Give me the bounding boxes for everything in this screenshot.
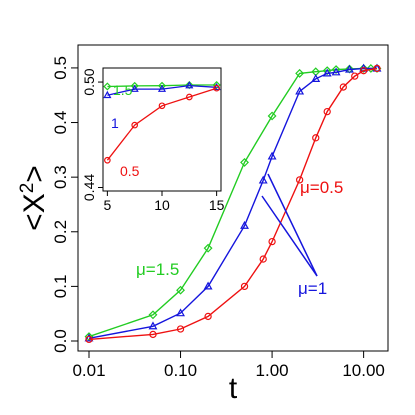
inset-series-line-1 xyxy=(107,84,217,96)
point-1-8 xyxy=(311,74,321,82)
y-tick-label-5: 0.5 xyxy=(51,56,70,80)
x-tick-label-3: 10.00 xyxy=(342,361,385,380)
inset-point-1-2 xyxy=(157,84,167,92)
inset-point-0-5-2 xyxy=(158,102,166,110)
inset-series xyxy=(103,80,221,164)
point-1-9 xyxy=(322,68,332,77)
point-1-5 xyxy=(258,175,268,184)
point-0-5-10 xyxy=(339,83,347,91)
inset-x-tick-label-2: 15 xyxy=(209,197,225,213)
main-series xyxy=(84,63,382,344)
pointer-line-mu1-a xyxy=(267,173,318,277)
point-1-2 xyxy=(176,308,185,317)
inset-label-05: 0.5 xyxy=(120,163,140,179)
series-label-mu1: μ=1 xyxy=(298,279,327,298)
point-1-4 xyxy=(240,220,249,229)
y-axis-title-base: <X xyxy=(18,193,51,231)
inset-point-1-5-4 xyxy=(212,80,221,90)
point-1-5-8 xyxy=(322,66,332,76)
inset-point-1-5-0 xyxy=(103,82,112,91)
x-tick-label-2: 1.00 xyxy=(256,361,289,380)
point-0-5-6 xyxy=(268,237,276,246)
inset-point-0-5-4 xyxy=(213,84,220,92)
point-0-5-8 xyxy=(312,134,320,142)
inset-point-1-3 xyxy=(185,81,194,89)
inset-label-1: 1 xyxy=(111,115,119,131)
inset-point-0-5-1 xyxy=(131,121,139,129)
point-1-5-1 xyxy=(148,310,158,320)
point-0-5-0 xyxy=(85,335,93,344)
point-1-5-11 xyxy=(359,64,369,73)
inset-point-0-5-0 xyxy=(104,156,111,164)
inset-point-1-4 xyxy=(212,82,221,91)
inset-label-15: 1.5 xyxy=(113,82,133,98)
series-label-mu15: μ=1.5 xyxy=(136,260,179,279)
inset-point-0-5-3 xyxy=(185,93,193,101)
point-0-5-12 xyxy=(359,66,368,75)
point-0-5-7 xyxy=(295,176,304,184)
y-tick-label-0: 0.0 xyxy=(51,329,70,353)
inset-point-1-1 xyxy=(130,84,139,92)
point-1-5-4 xyxy=(240,157,249,167)
inset-x-tick-label-0: 5 xyxy=(103,197,111,213)
y-tick-label-3: 0.3 xyxy=(51,165,70,189)
pointer-line-mu1-b xyxy=(261,195,318,277)
main-plot-frame xyxy=(77,44,389,352)
inset-axes: 5 10 15 0.44 0.50 xyxy=(81,68,225,213)
main-axes: 0.01 0.10 1.00 10.00 0.0 0.1 0.2 0.3 0.4 0.5 xyxy=(51,56,385,380)
point-0-5-3 xyxy=(204,312,212,321)
y-tick-label-1: 0.1 xyxy=(51,275,70,299)
series-label-mu05: μ=0.5 xyxy=(300,178,343,197)
point-0-5-4 xyxy=(240,282,249,291)
point-1-5-5 xyxy=(267,111,277,121)
point-0-5-2 xyxy=(176,325,185,333)
point-1-11 xyxy=(345,64,354,73)
y-axis-title: <X2> xyxy=(17,165,51,231)
point-1-7 xyxy=(295,86,305,95)
point-1-5-12 xyxy=(366,64,376,73)
point-1-5-6 xyxy=(295,68,305,78)
inset-series-line-0-5 xyxy=(106,87,217,161)
y-tick-label-4: 0.4 xyxy=(51,111,70,135)
point-0-5-13 xyxy=(373,64,381,73)
point-1-6 xyxy=(267,151,277,160)
inset-x-tick-label-1: 10 xyxy=(154,197,170,213)
point-1-3 xyxy=(203,281,213,290)
point-0-5-5 xyxy=(259,255,267,263)
x-tick-label-1: 0.10 xyxy=(164,361,197,380)
y-axis-title-exponent: 2 xyxy=(17,183,38,194)
point-0-5-1 xyxy=(149,330,157,339)
point-0-5-9 xyxy=(323,107,331,116)
y-axis-title-close: > xyxy=(18,165,51,183)
x-tick-label-0: 0.01 xyxy=(72,361,105,380)
point-1-0 xyxy=(84,333,94,342)
point-1-1 xyxy=(148,321,158,330)
inset-point-1-0 xyxy=(103,90,112,99)
point-0-5-11 xyxy=(351,72,359,80)
point-1-10 xyxy=(331,67,341,76)
inset-y-tick-label-1: 0.50 xyxy=(81,68,97,95)
inset-y-tick-label-0: 0.44 xyxy=(81,174,97,201)
point-1-5-2 xyxy=(176,285,185,295)
x-axis-title: t xyxy=(229,372,238,405)
y-tick-label-2: 0.2 xyxy=(51,220,70,244)
point-1-5-9 xyxy=(331,65,341,75)
point-1-5-3 xyxy=(203,243,213,253)
